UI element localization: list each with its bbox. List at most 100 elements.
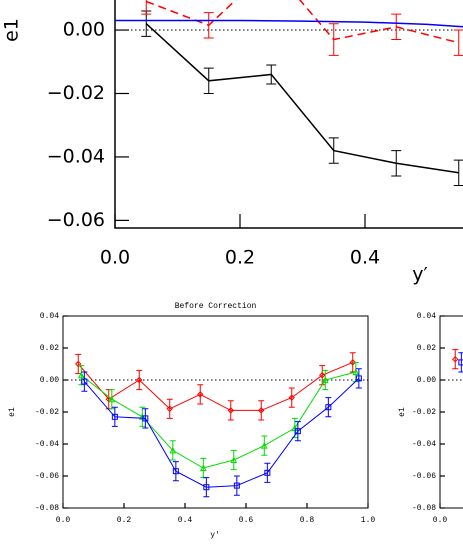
error-bar (325, 397, 332, 418)
y-tick-label: -0.04 (412, 440, 436, 449)
error-bar (261, 435, 268, 456)
marker (325, 404, 332, 411)
error-bar (75, 353, 82, 375)
y-tick-label: 0.00 (40, 376, 59, 385)
marker (452, 355, 459, 363)
error-bar (288, 387, 295, 408)
error-bar (458, 352, 463, 373)
y-tick-label: −0.06 (47, 209, 105, 231)
marker (199, 464, 207, 471)
series-line (145, 0, 459, 44)
marker (233, 482, 240, 489)
y-tick-label: 0.00 (63, 19, 105, 41)
y-tick-label: -0.02 (412, 408, 436, 417)
plot-area (440, 349, 463, 381)
y-tick-label: 0.02 (40, 344, 59, 353)
error-bar (139, 406, 146, 427)
error-bar (258, 400, 265, 421)
error-bar (200, 457, 207, 479)
error-bar (108, 389, 115, 410)
series-line (145, 23, 459, 174)
error-bar (141, 0, 152, 15)
marker (142, 415, 149, 422)
y-tick-label: −0.04 (47, 145, 105, 167)
error-bar (391, 150, 402, 177)
y-axis-label: e1 (398, 407, 407, 417)
chart: −0.06 −0.04 −0.02 0.00 0.0 0.2 0.4 e1 y′ (1, 0, 463, 286)
error-bar (197, 384, 204, 405)
y-axis-label: e1 (8, 407, 17, 417)
series-line (77, 361, 353, 411)
error-bar (111, 406, 118, 427)
x-tick-label: 1.0 (361, 516, 376, 525)
marker (352, 368, 360, 375)
error-bar (81, 371, 88, 392)
x-axis-label: y' (210, 531, 220, 540)
error-bar (233, 475, 240, 496)
marker (319, 371, 326, 379)
plot-area (63, 352, 368, 498)
marker (111, 413, 118, 420)
y-tick-label: −0.02 (47, 82, 105, 104)
marker (260, 441, 268, 449)
x-tick-label: 0.4 (178, 516, 193, 525)
y-tick-label: -0.02 (35, 408, 59, 417)
series-line (83, 378, 360, 488)
marker (77, 371, 85, 379)
y-tick-label: -0.08 (35, 504, 59, 513)
error-bar (355, 368, 362, 389)
y-tick-label: 0.02 (417, 344, 436, 353)
y-tick-label: -0.08 (412, 504, 436, 513)
series-line (115, 19, 463, 28)
marker (294, 428, 301, 435)
plot-frame (114, 0, 463, 229)
x-tick-label: 0.0 (100, 247, 130, 269)
marker (355, 375, 362, 382)
error-bar (453, 29, 463, 56)
marker (264, 469, 271, 476)
marker (172, 468, 179, 475)
error-bar (322, 369, 329, 391)
y-axis-label: e1 (1, 18, 23, 42)
marker (81, 378, 88, 385)
error-bar (141, 10, 152, 37)
chart: -0.08 -0.06 -0.04 -0.02 0.00 0.02 0.04 0.0 e1 (398, 312, 463, 525)
error-bar (227, 400, 234, 421)
error-bar (136, 369, 143, 391)
marker (291, 424, 299, 431)
error-bar (453, 159, 463, 186)
error-bar (169, 440, 176, 461)
error-bar (203, 477, 210, 498)
marker (75, 360, 82, 368)
error-bar (391, 13, 402, 41)
error-bar (294, 421, 301, 442)
x-tick-label: 0.2 (225, 247, 255, 269)
x-tick-label: 0.6 (239, 516, 254, 525)
marker (288, 394, 295, 401)
error-bar (166, 398, 173, 419)
marker (197, 391, 204, 398)
x-tick-label: 0.0 (56, 516, 71, 525)
error-bar (266, 64, 277, 85)
marker (321, 376, 329, 383)
y-tick-label: 0.00 (417, 376, 436, 385)
error-bar (203, 67, 214, 94)
error-bar (264, 462, 271, 483)
y-tick-label: -0.04 (35, 440, 59, 449)
error-bar (328, 137, 339, 164)
error-bar (230, 449, 237, 471)
error-bar (203, 12, 214, 39)
x-tick-label: 0.4 (350, 247, 380, 269)
marker (203, 484, 210, 491)
chart-title: Before Correction (175, 302, 257, 311)
marker (166, 405, 173, 413)
marker (349, 359, 356, 366)
y-tick-label: -0.06 (412, 472, 436, 481)
error-bar (172, 461, 179, 482)
marker (458, 359, 463, 366)
x-tick-label: 0.0 (433, 516, 448, 525)
x-axis-label: y′ (412, 264, 428, 286)
error-bar (78, 365, 85, 386)
marker (136, 376, 143, 384)
